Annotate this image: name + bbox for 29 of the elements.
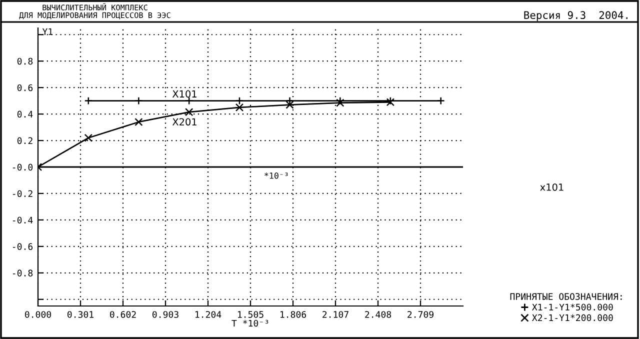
x-tick-label: 1.505: [238, 311, 264, 318]
x-axis-title: T *10⁻³: [232, 320, 268, 327]
y-tick-label: -0.4: [12, 216, 33, 224]
legend-label: X1-1-Y1*500.000: [532, 304, 613, 311]
y-tick-label: -0.0: [12, 164, 33, 171]
x-tick-label: 2.408: [365, 311, 392, 318]
text: Версия 9.3 2004.: [524, 11, 628, 22]
x-tick-label: 0.000: [25, 311, 52, 318]
y-tick-label: -0.6: [12, 243, 33, 250]
x-tick-label: 2.709: [408, 311, 434, 318]
x-tick-label: 0.903: [152, 311, 178, 318]
y-tick-label: 0.6: [17, 84, 33, 92]
y-tick-label: -0.8: [12, 270, 33, 276]
text: x101: [540, 183, 564, 191]
annotation: *10⁻³: [264, 172, 288, 179]
x-tick-label: 1.806: [280, 311, 306, 318]
x-tick-label: 0.301: [68, 311, 94, 318]
y-tick-label: -0.2: [12, 190, 32, 198]
x-tick-label: 0.602: [110, 311, 136, 318]
y-tick-label: 0.8: [17, 58, 33, 65]
legend-label: X2-1-Y1*200.000: [532, 314, 613, 322]
y-axis-title: Y1: [42, 28, 53, 35]
y-tick-label: 0.4: [17, 110, 33, 118]
annotation: X101: [172, 90, 196, 98]
y-tick-label: 0.2: [17, 137, 32, 144]
legend-title: ПРИНЯТЫЕ ОБОЗНАЧЕНИЯ:: [510, 293, 622, 300]
annotation: X201: [172, 118, 196, 126]
x-tick-label: 2.107: [322, 311, 348, 318]
x-tick-label: 1.204: [195, 311, 222, 318]
